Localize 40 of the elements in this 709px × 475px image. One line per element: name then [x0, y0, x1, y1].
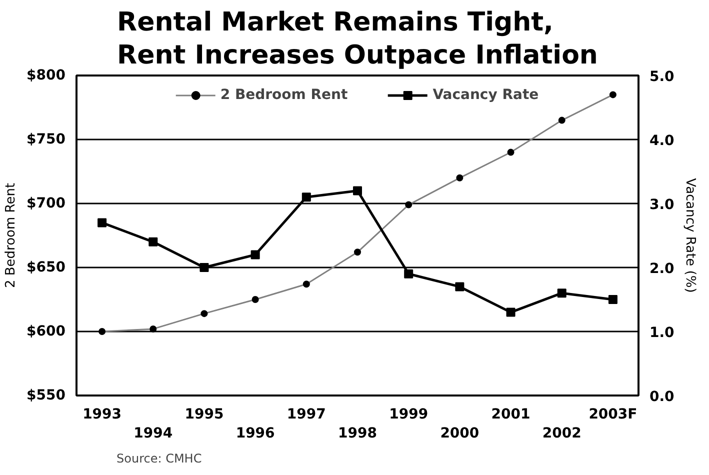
x-tick-label: 2003F	[588, 406, 638, 422]
point	[250, 250, 260, 260]
y-tick-label: $600	[26, 324, 66, 340]
x-tick-label: 2002	[542, 426, 582, 442]
y-tick-label: $750	[26, 132, 66, 148]
point	[148, 237, 158, 246]
x-tick-label: 1999	[389, 406, 428, 422]
point	[200, 263, 209, 272]
point	[353, 186, 362, 196]
x-tick-label: 2001	[491, 406, 530, 422]
y2-tick-label: 5.0	[650, 69, 675, 85]
point	[455, 282, 464, 292]
point	[557, 288, 566, 298]
y2-tick-label: 0.0	[650, 389, 675, 405]
x-tick-label: 1994	[134, 426, 173, 442]
y2-tick-label: 1.0	[650, 325, 675, 341]
y-tick-label: $650	[26, 260, 66, 276]
point	[404, 269, 414, 278]
x-tick-label: 1998	[338, 426, 377, 442]
y-tick-label: $550	[26, 388, 66, 404]
y2-tick-label: 4.0	[650, 133, 675, 149]
chart-title: Rental Market Remains Tight, Rent Increases Outpace Inflation	[117, 8, 598, 70]
point	[506, 308, 516, 317]
y-tick-label: $800	[26, 68, 66, 84]
y-axis-title: 2 Bedroom Rent	[4, 182, 19, 288]
source-note: Source: CMHC	[116, 452, 202, 466]
y2-tick-label: 3.0	[650, 197, 675, 213]
x-tick-label: 1993	[82, 406, 122, 422]
x-tick-label: 1995	[184, 406, 224, 422]
x-tick-label: 2000	[440, 426, 480, 442]
legend-label: 2 Bedroom Rent	[220, 87, 348, 103]
point	[302, 192, 311, 202]
y2-axis-title: Vacancy Rate (%)	[682, 178, 698, 293]
y2-tick-label: 2.0	[650, 261, 675, 277]
x-tick-label: 1996	[236, 426, 275, 442]
y-tick-label: $700	[26, 196, 66, 212]
legend-label: Vacancy Rate	[432, 87, 539, 103]
point	[98, 218, 107, 228]
x-tick-label: 1997	[286, 406, 326, 422]
point	[608, 295, 618, 304]
